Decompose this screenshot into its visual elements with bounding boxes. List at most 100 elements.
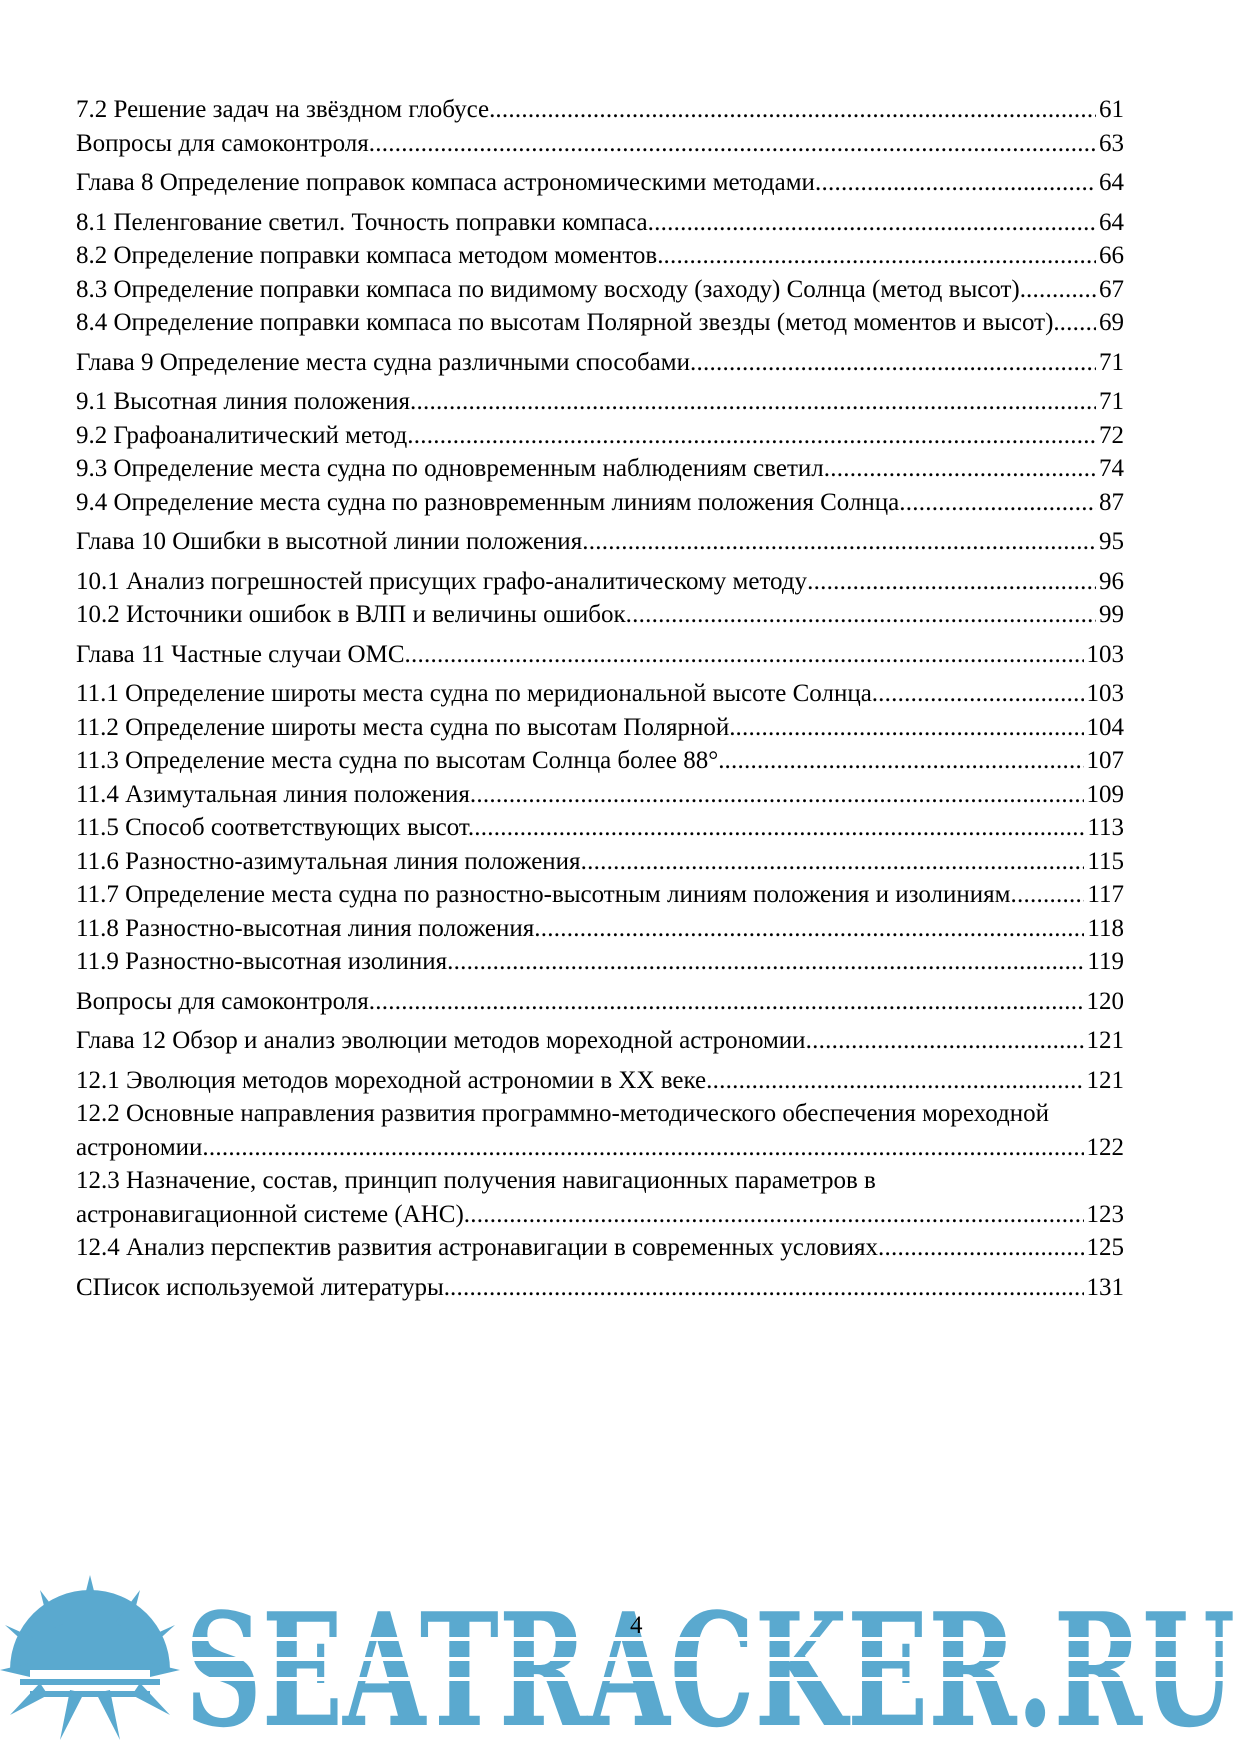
entry-title: Глава 11 Частные случаи ОМС	[76, 641, 405, 668]
entry-title: 11.4 Азимутальная линия положения	[76, 781, 470, 808]
entry-title: 9.2 Графоаналитический метод	[76, 422, 407, 449]
entry-page: 63	[1096, 126, 1124, 160]
sun-logo	[0, 1575, 180, 1740]
toc-entry: 12.1 Эволюция методов мореходной астроно…	[76, 1063, 1124, 1097]
entry-title: 9.3 Определение места судна по одновреме…	[76, 455, 824, 482]
entry-title: 11.1 Определение широты места судна по м…	[76, 680, 878, 707]
entry-page: 123	[1083, 1197, 1124, 1231]
toc-entry: 11.2 Определение широты места судна по в…	[76, 710, 1124, 744]
toc-entry: Вопросы для самоконтроля 120	[76, 984, 1124, 1018]
toc-entry: 11.3 Определение места судна по высотам …	[76, 744, 1124, 778]
entry-page: 74	[1096, 452, 1124, 486]
entry-title: 7.2 Решение задач на звёздном глобусе.	[76, 96, 495, 123]
entry-title: Глава 10 Ошибки в высотной линии положен…	[76, 528, 582, 555]
toc-entry: 9.2 Графоаналитический метод 72	[76, 418, 1124, 452]
toc-entry: 8.4 Определение поправки компаса по высо…	[76, 306, 1124, 340]
entry-page: 122	[1083, 1130, 1124, 1164]
entry-title: Глава 9 Определение места судна различны…	[76, 349, 690, 376]
toc-entry: СПисок используемой литературы. 131	[76, 1270, 1124, 1304]
entry-page: 87	[1096, 485, 1124, 519]
entry-title: 12.3 Назначение, состав, принцип получен…	[76, 1167, 876, 1228]
entry-title: 11.3 Определение места судна по высотам …	[76, 747, 725, 774]
entry-page: 131	[1083, 1270, 1124, 1304]
toc-entry: Глава 9 Определение места судна различны…	[76, 345, 1124, 379]
entry-page: 121	[1083, 1063, 1124, 1097]
entry-page: 109	[1083, 777, 1124, 811]
toc-entry: Глава 11 Частные случаи ОМС 103	[76, 637, 1124, 671]
toc-entry: 12.3 Назначение, состав, принцип получен…	[76, 1164, 1124, 1231]
table-of-contents: 7.2 Решение задач на звёздном глобусе. 61…	[76, 93, 1124, 1304]
entry-page: 64	[1096, 166, 1124, 200]
entry-page: 95	[1096, 525, 1124, 559]
entry-page: 71	[1096, 385, 1124, 419]
toc-entry: 11.5 Способ соответствующих высот. 113	[76, 811, 1124, 845]
entry-title: Вопросы для самоконтроля	[76, 130, 369, 157]
entry-title: 11.7 Определение места судна по разностн…	[76, 881, 1010, 908]
entry-title: 8.1 Пеленгование светил. Точность поправ…	[76, 209, 648, 236]
entry-page: 96	[1096, 564, 1124, 598]
entry-page: 99	[1096, 598, 1124, 632]
entry-title: 11.6 Разностно-азимутальная линия положе…	[76, 848, 581, 875]
entry-page: 117	[1084, 878, 1124, 912]
watermark: SEATRACKER.RU	[0, 1575, 1240, 1745]
entry-page: 121	[1083, 1024, 1124, 1058]
toc-entry: 7.2 Решение задач на звёздном глобусе. 61	[76, 93, 1124, 127]
entry-title: 11.9 Разностно-высотная изолиния	[76, 948, 447, 975]
entry-page: 115	[1084, 844, 1124, 878]
entry-title: 10.2 Источники ошибок в ВЛП и величины о…	[76, 601, 626, 628]
entry-page: 67	[1096, 272, 1124, 306]
watermark-stripes	[185, 1637, 1240, 1681]
toc-entry: 11.9 Разностно-высотная изолиния 119	[76, 945, 1124, 979]
entry-title: Глава 12 Обзор и анализ эволюции методов…	[76, 1027, 806, 1054]
toc-entry: 8.2 Определение поправки компаса методом…	[76, 239, 1124, 273]
toc-entry: 11.4 Азимутальная линия положения 109	[76, 777, 1124, 811]
entry-title: 11.8 Разностно-высотная линия положения	[76, 915, 534, 942]
entry-page: 118	[1084, 911, 1124, 945]
toc-entry: 11.7 Определение места судна по разностн…	[76, 878, 1124, 912]
entry-page: 61	[1096, 93, 1124, 127]
toc-entry: 8.3 Определение поправки компаса по види…	[76, 272, 1124, 306]
entry-page: 66	[1096, 239, 1124, 273]
toc-entry: 12.2 Основные направления развития прогр…	[76, 1097, 1124, 1164]
entry-title: 9.1 Высотная линия положения	[76, 388, 410, 415]
toc-entry: 11.1 Определение широты места судна по м…	[76, 677, 1124, 711]
entry-page: 119	[1084, 945, 1124, 979]
toc-entry: 9.4 Определение места судна по разноврем…	[76, 485, 1124, 519]
entry-title: 12.4 Анализ перспектив развития астронав…	[76, 1234, 878, 1261]
entry-title: 11.2 Определение широты места судна по в…	[76, 714, 736, 741]
entry-page: 107	[1083, 744, 1124, 778]
toc-entry: 11.6 Разностно-азимутальная линия положе…	[76, 844, 1124, 878]
toc-entry: Глава 12 Обзор и анализ эволюции методов…	[76, 1024, 1124, 1058]
entry-title: 11.5 Способ соответствующих высот.	[76, 814, 474, 841]
entry-page: 103	[1083, 637, 1124, 671]
entry-page: 120	[1083, 984, 1124, 1018]
entry-title: Вопросы для самоконтроля	[76, 988, 369, 1015]
entry-title: 8.4 Определение поправки компаса по высо…	[76, 309, 1060, 336]
entry-title: 9.4 Определение места судна по разноврем…	[76, 489, 899, 516]
entry-page: 71	[1096, 345, 1124, 379]
entry-page: 125	[1083, 1231, 1124, 1265]
entry-title: 8.3 Определение поправки компаса по види…	[76, 276, 1026, 303]
toc-entry: Глава 8 Определение поправок компаса аст…	[76, 166, 1124, 200]
toc-entry: 11.8 Разностно-высотная линия положения 1…	[76, 911, 1124, 945]
entry-title: 12.1 Эволюция методов мореходной астроно…	[76, 1067, 706, 1094]
toc-entry: 10.1 Анализ погрешностей присущих графо-…	[76, 564, 1124, 598]
watermark-text: SEATRACKER.RU	[185, 1579, 1235, 1745]
entry-title: Глава 8 Определение поправок компаса аст…	[76, 169, 815, 196]
page-number: 4	[630, 1612, 643, 1639]
toc-entry: Глава 10 Ошибки в высотной линии положен…	[76, 525, 1124, 559]
entry-page: 69	[1096, 306, 1124, 340]
entry-title: 10.1 Анализ погрешностей присущих графо-…	[76, 568, 807, 595]
toc-entry: Вопросы для самоконтроля 63	[76, 126, 1124, 160]
toc-entry: 9.1 Высотная линия положения 71	[76, 385, 1124, 419]
entry-title: 12.2 Основные направления развития прогр…	[76, 1100, 1049, 1161]
toc-entry: 8.1 Пеленгование светил. Точность поправ…	[76, 205, 1124, 239]
toc-entry: 9.3 Определение места судна по одновреме…	[76, 452, 1124, 486]
entry-page: 104	[1083, 710, 1124, 744]
entry-page: 103	[1083, 677, 1124, 711]
entry-page: 64	[1096, 205, 1124, 239]
entry-page: 113	[1084, 811, 1124, 845]
entry-title: 8.2 Определение поправки компаса методом…	[76, 242, 663, 269]
toc-entry: 10.2 Источники ошибок в ВЛП и величины о…	[76, 598, 1124, 632]
